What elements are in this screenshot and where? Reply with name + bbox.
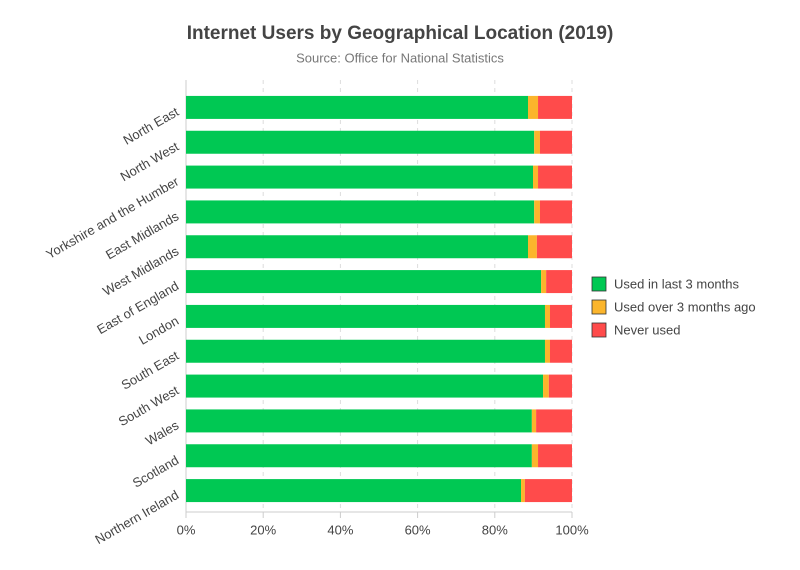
bar-segment bbox=[544, 304, 550, 328]
bar-segment bbox=[186, 200, 535, 224]
legend-label: Used in last 3 months bbox=[614, 276, 740, 291]
bar-segment bbox=[549, 304, 572, 328]
x-tick-label: 80% bbox=[482, 522, 508, 537]
chart-subtitle: Source: Office for National Statistics bbox=[296, 50, 504, 65]
legend-swatch bbox=[591, 322, 607, 338]
bar-segment bbox=[544, 339, 550, 363]
x-tick-label: 20% bbox=[250, 522, 276, 537]
y-tick-label: Scotland bbox=[130, 452, 181, 490]
bar-segment bbox=[549, 339, 572, 363]
y-tick-label: London bbox=[136, 313, 181, 348]
bar-segment bbox=[186, 130, 535, 154]
legend-swatch bbox=[591, 299, 607, 315]
bar-segment bbox=[531, 444, 539, 468]
bar-segment bbox=[546, 270, 572, 294]
bar-segment bbox=[536, 409, 572, 433]
bar-segment bbox=[186, 339, 545, 363]
bar-segment bbox=[539, 200, 572, 224]
bar-segment bbox=[186, 444, 532, 468]
bar-segment bbox=[533, 165, 539, 189]
bar-segment bbox=[536, 235, 572, 259]
bar-segment bbox=[521, 479, 525, 503]
bar-segment bbox=[531, 409, 537, 433]
bar-segment bbox=[524, 479, 572, 503]
bar-segment bbox=[539, 130, 572, 154]
bar-segment bbox=[186, 409, 532, 433]
bar-segment bbox=[541, 270, 547, 294]
bar-segment bbox=[534, 130, 540, 154]
y-tick-label: Northern Ireland bbox=[92, 487, 181, 547]
bar-segment bbox=[186, 304, 545, 328]
bar-segment bbox=[527, 235, 537, 259]
x-tick-label: 100% bbox=[555, 522, 589, 537]
bar-segment bbox=[538, 165, 572, 189]
bar-segment bbox=[186, 165, 534, 189]
bar-segment bbox=[538, 95, 572, 119]
bar-segment bbox=[548, 374, 572, 398]
x-tick-label: 40% bbox=[327, 522, 353, 537]
bar-segment bbox=[186, 374, 544, 398]
chart-title: Internet Users by Geographical Location … bbox=[187, 23, 614, 44]
x-tick-label: 0% bbox=[177, 522, 196, 537]
y-tick-label: Wales bbox=[143, 417, 182, 448]
legend-swatch bbox=[591, 276, 607, 292]
legend-label: Never used bbox=[614, 322, 680, 337]
bar-segment bbox=[527, 95, 539, 119]
bar-segment bbox=[543, 374, 549, 398]
legend-label: Used over 3 months ago bbox=[614, 299, 756, 314]
bar-segment bbox=[186, 235, 528, 259]
bar-segment bbox=[186, 95, 528, 119]
x-tick-label: 60% bbox=[405, 522, 431, 537]
bar-segment bbox=[534, 200, 540, 224]
bar-segment bbox=[186, 479, 522, 503]
bar-segment bbox=[186, 270, 542, 294]
bar-segment bbox=[538, 444, 572, 468]
